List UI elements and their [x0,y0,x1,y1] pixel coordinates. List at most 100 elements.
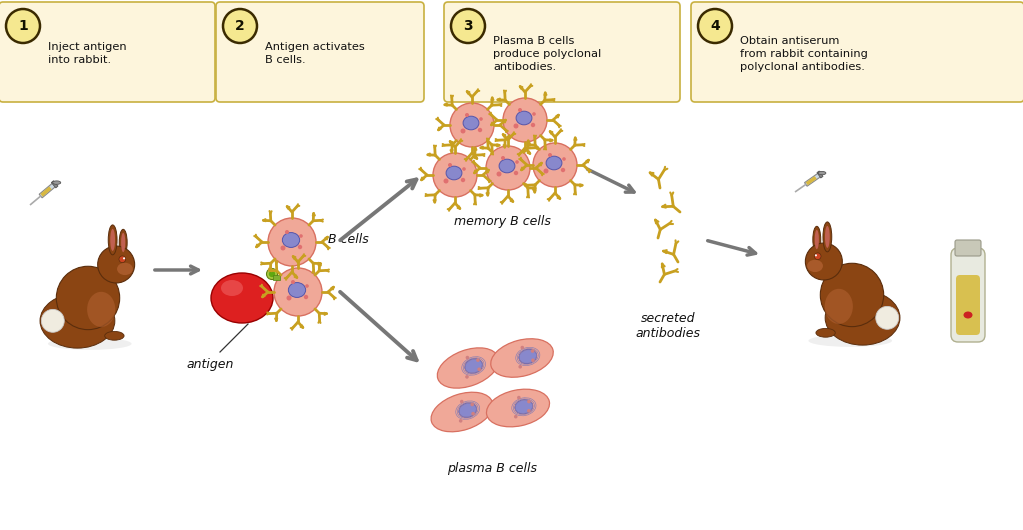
Circle shape [299,234,303,238]
Circle shape [543,169,548,173]
Circle shape [531,358,535,362]
FancyBboxPatch shape [955,240,981,256]
Circle shape [465,375,469,379]
Ellipse shape [87,292,116,327]
Circle shape [496,172,501,176]
Circle shape [119,256,126,262]
Circle shape [514,171,519,175]
FancyBboxPatch shape [216,2,424,102]
Circle shape [548,153,552,157]
Ellipse shape [52,181,60,184]
Ellipse shape [515,400,533,414]
Polygon shape [817,171,824,178]
Circle shape [527,400,531,403]
Ellipse shape [104,331,124,340]
Text: 2: 2 [235,19,244,33]
Ellipse shape [288,282,306,297]
Ellipse shape [97,246,135,283]
Ellipse shape [825,226,830,248]
Ellipse shape [818,171,826,175]
Circle shape [280,245,285,251]
Circle shape [514,415,518,419]
Circle shape [471,403,474,407]
Ellipse shape [110,229,115,251]
Ellipse shape [805,243,842,280]
Circle shape [479,117,483,121]
Ellipse shape [816,329,836,337]
Ellipse shape [546,156,562,170]
Circle shape [444,179,448,183]
Ellipse shape [211,273,273,323]
Circle shape [451,9,485,43]
Ellipse shape [808,334,892,347]
Circle shape [561,168,565,172]
Circle shape [269,271,275,277]
Ellipse shape [121,233,125,252]
Text: plasma B cells: plasma B cells [447,462,537,475]
Text: Inject antigen
into rabbit.: Inject antigen into rabbit. [48,42,127,65]
Circle shape [123,257,125,259]
Circle shape [517,396,521,400]
Circle shape [514,123,519,128]
Text: memory B cells: memory B cells [453,215,550,228]
Ellipse shape [964,312,973,319]
Circle shape [298,245,302,249]
Circle shape [465,356,470,359]
Circle shape [6,9,40,43]
Ellipse shape [117,263,133,275]
Circle shape [519,365,522,368]
Text: 3: 3 [463,19,473,33]
Ellipse shape [519,349,537,364]
FancyBboxPatch shape [0,2,215,102]
Ellipse shape [825,289,853,324]
Circle shape [459,419,462,422]
Ellipse shape [814,230,819,249]
Circle shape [518,108,522,112]
Circle shape [478,367,481,371]
Text: 1: 1 [18,19,28,33]
Circle shape [698,9,732,43]
Text: B cells: B cells [328,234,368,246]
Circle shape [274,268,322,316]
Circle shape [465,113,469,117]
Ellipse shape [446,166,462,180]
Ellipse shape [282,233,300,248]
FancyBboxPatch shape [444,2,680,102]
Ellipse shape [120,229,127,255]
Circle shape [503,98,547,142]
Ellipse shape [826,290,900,345]
Ellipse shape [56,266,120,330]
FancyBboxPatch shape [691,2,1023,102]
Ellipse shape [516,111,532,125]
Ellipse shape [820,263,884,326]
Circle shape [563,157,566,161]
Circle shape [531,123,535,127]
Circle shape [486,146,530,190]
Circle shape [286,296,292,301]
Circle shape [462,167,465,171]
Polygon shape [51,181,58,188]
Circle shape [268,218,316,266]
FancyBboxPatch shape [957,275,980,335]
Circle shape [267,269,277,279]
Text: Plasma B cells
produce polyclonal
antibodies.: Plasma B cells produce polyclonal antibo… [493,36,602,72]
Ellipse shape [813,226,820,253]
Circle shape [305,284,309,288]
Ellipse shape [487,389,549,427]
Ellipse shape [491,339,553,377]
Ellipse shape [108,225,117,255]
Ellipse shape [437,348,498,388]
Ellipse shape [431,392,493,432]
Circle shape [533,143,577,187]
Ellipse shape [807,260,822,272]
Ellipse shape [48,338,132,350]
Text: 4: 4 [710,19,720,33]
Circle shape [448,163,452,167]
Text: Obtain antiserum
from rabbit containing
polyclonal antibodies.: Obtain antiserum from rabbit containing … [740,36,868,72]
Circle shape [460,400,463,403]
Polygon shape [40,187,51,197]
Polygon shape [804,173,821,186]
FancyBboxPatch shape [273,275,280,280]
Ellipse shape [459,403,477,417]
Circle shape [516,160,519,164]
